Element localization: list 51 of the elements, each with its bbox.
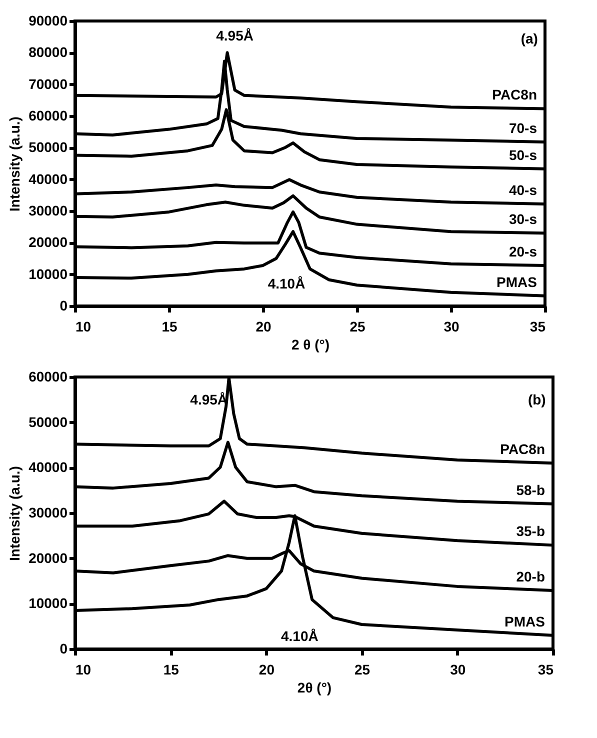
series-label: PMAS (496, 274, 537, 290)
y-tick-label: 30000 (28, 504, 68, 520)
annotation: 4.95Å (190, 391, 228, 408)
y-tick-label: 40000 (28, 170, 68, 187)
series-label: 35-b (516, 523, 545, 540)
series-label: PAC8n (492, 86, 537, 103)
x-tick-label: 20 (258, 662, 275, 678)
y-tick-label: 10000 (28, 595, 68, 612)
y-tick-label: 0 (60, 298, 68, 314)
y-tick-label: 70000 (28, 76, 68, 92)
series-label: 20-s (508, 243, 538, 260)
x-tick-label: 25 (350, 318, 366, 334)
x-tick-label: 30 (450, 662, 466, 678)
y-tick-label: 60000 (28, 368, 68, 384)
annotation: 4.10Å (280, 628, 318, 644)
x-tick-label: 25 (354, 662, 370, 678)
y-tick-label: 50000 (28, 139, 68, 156)
y-tick-label: 20000 (28, 234, 68, 250)
series-label: 70-s (508, 120, 538, 136)
annotation: (b) (528, 391, 546, 408)
x-tick-label: 10 (76, 318, 92, 334)
annotation: 4.95Å (216, 28, 254, 44)
x-axis-title: 2 θ (°) (291, 336, 330, 352)
y-tick-label: 60000 (28, 108, 68, 124)
x-tick-label: 35 (530, 318, 546, 334)
annotation: 4.10Å (268, 276, 306, 292)
y-tick-label: 20000 (28, 550, 68, 566)
series-label: 50-s (508, 146, 538, 163)
x-axis-title: 2θ (°) (297, 680, 332, 696)
x-tick-label: 20 (256, 318, 272, 334)
series-label: 30-s (508, 211, 538, 228)
series-label: PAC8n (500, 441, 545, 458)
annotation: (a) (520, 30, 538, 46)
y-tick-label: 80000 (28, 44, 68, 60)
x-tick-label: 35 (538, 662, 554, 678)
y-tick-label: 50000 (28, 414, 68, 430)
y-axis-title: Intensity (a.u.) (6, 116, 23, 212)
y-tick-label: 10000 (28, 266, 68, 282)
x-tick-label: 30 (444, 318, 460, 334)
series-label: 20-b (516, 568, 545, 585)
series-label: 40-s (508, 182, 538, 198)
y-tick-label: 90000 (28, 12, 68, 28)
series-label: 58-b (516, 482, 545, 498)
y-axis-title: Intensity (a.u.) (6, 466, 23, 561)
x-tick-label: 10 (76, 662, 92, 678)
y-tick-label: 30000 (28, 202, 68, 218)
series-label: PMAS (504, 613, 545, 630)
y-tick-label: 40000 (28, 459, 68, 476)
x-tick-label: 15 (163, 662, 180, 678)
y-tick-label: 0 (60, 640, 68, 656)
x-tick-label: 15 (162, 318, 178, 334)
